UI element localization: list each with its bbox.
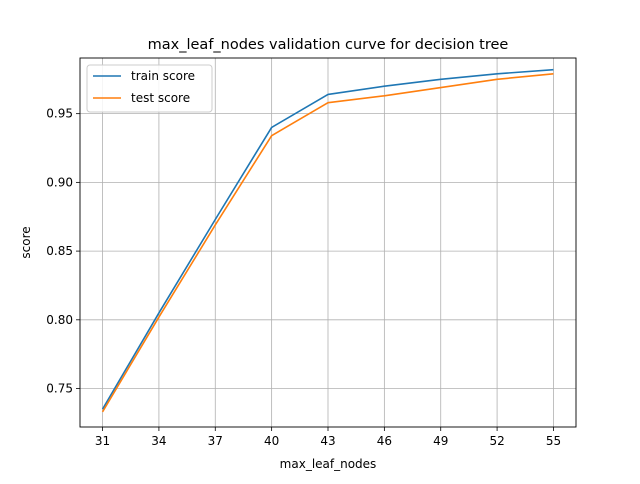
legend-label: train score bbox=[131, 69, 195, 83]
x-tick-label: 43 bbox=[320, 434, 335, 448]
x-axis-label: max_leaf_nodes bbox=[280, 457, 377, 471]
x-tick-label: 34 bbox=[151, 434, 166, 448]
y-tick-label: 0.95 bbox=[46, 107, 73, 121]
x-tick-label: 37 bbox=[208, 434, 223, 448]
y-tick-label: 0.90 bbox=[46, 175, 73, 189]
legend: train score test score bbox=[86, 64, 213, 113]
x-tick-label: 52 bbox=[489, 434, 504, 448]
y-tick-label: 0.85 bbox=[46, 244, 73, 258]
grid bbox=[80, 58, 576, 427]
series-line-train-score bbox=[101, 68, 554, 410]
x-tick-label: 40 bbox=[264, 434, 279, 448]
chart-title: max_leaf_nodes validation curve for deci… bbox=[148, 37, 509, 53]
series-line-test-score bbox=[101, 73, 554, 413]
y-tick-label: 0.80 bbox=[46, 313, 73, 327]
y-axis-ticks: 0.75 0.80 0.85 0.90 0.95 bbox=[46, 107, 80, 396]
legend-label: test score bbox=[131, 91, 190, 105]
x-axis-ticks: 31 34 37 40 43 46 49 52 55 bbox=[95, 427, 561, 448]
series-lines bbox=[101, 68, 554, 413]
x-tick-label: 46 bbox=[377, 434, 392, 448]
y-axis-label: score bbox=[19, 226, 33, 258]
x-tick-label: 55 bbox=[546, 434, 561, 448]
x-tick-label: 49 bbox=[433, 434, 448, 448]
x-tick-label: 31 bbox=[95, 434, 110, 448]
y-tick-label: 0.75 bbox=[46, 382, 73, 396]
